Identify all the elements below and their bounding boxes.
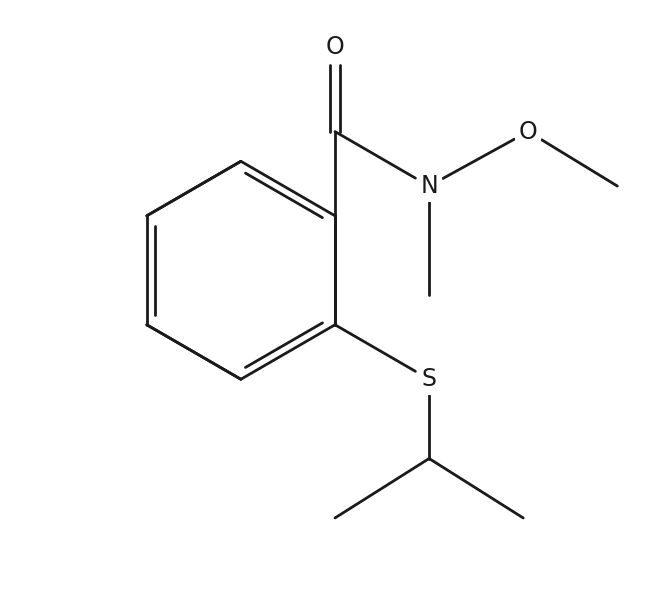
Text: O: O (326, 35, 344, 59)
Text: N: N (420, 174, 438, 198)
Text: S: S (421, 367, 437, 391)
Text: O: O (519, 119, 537, 143)
